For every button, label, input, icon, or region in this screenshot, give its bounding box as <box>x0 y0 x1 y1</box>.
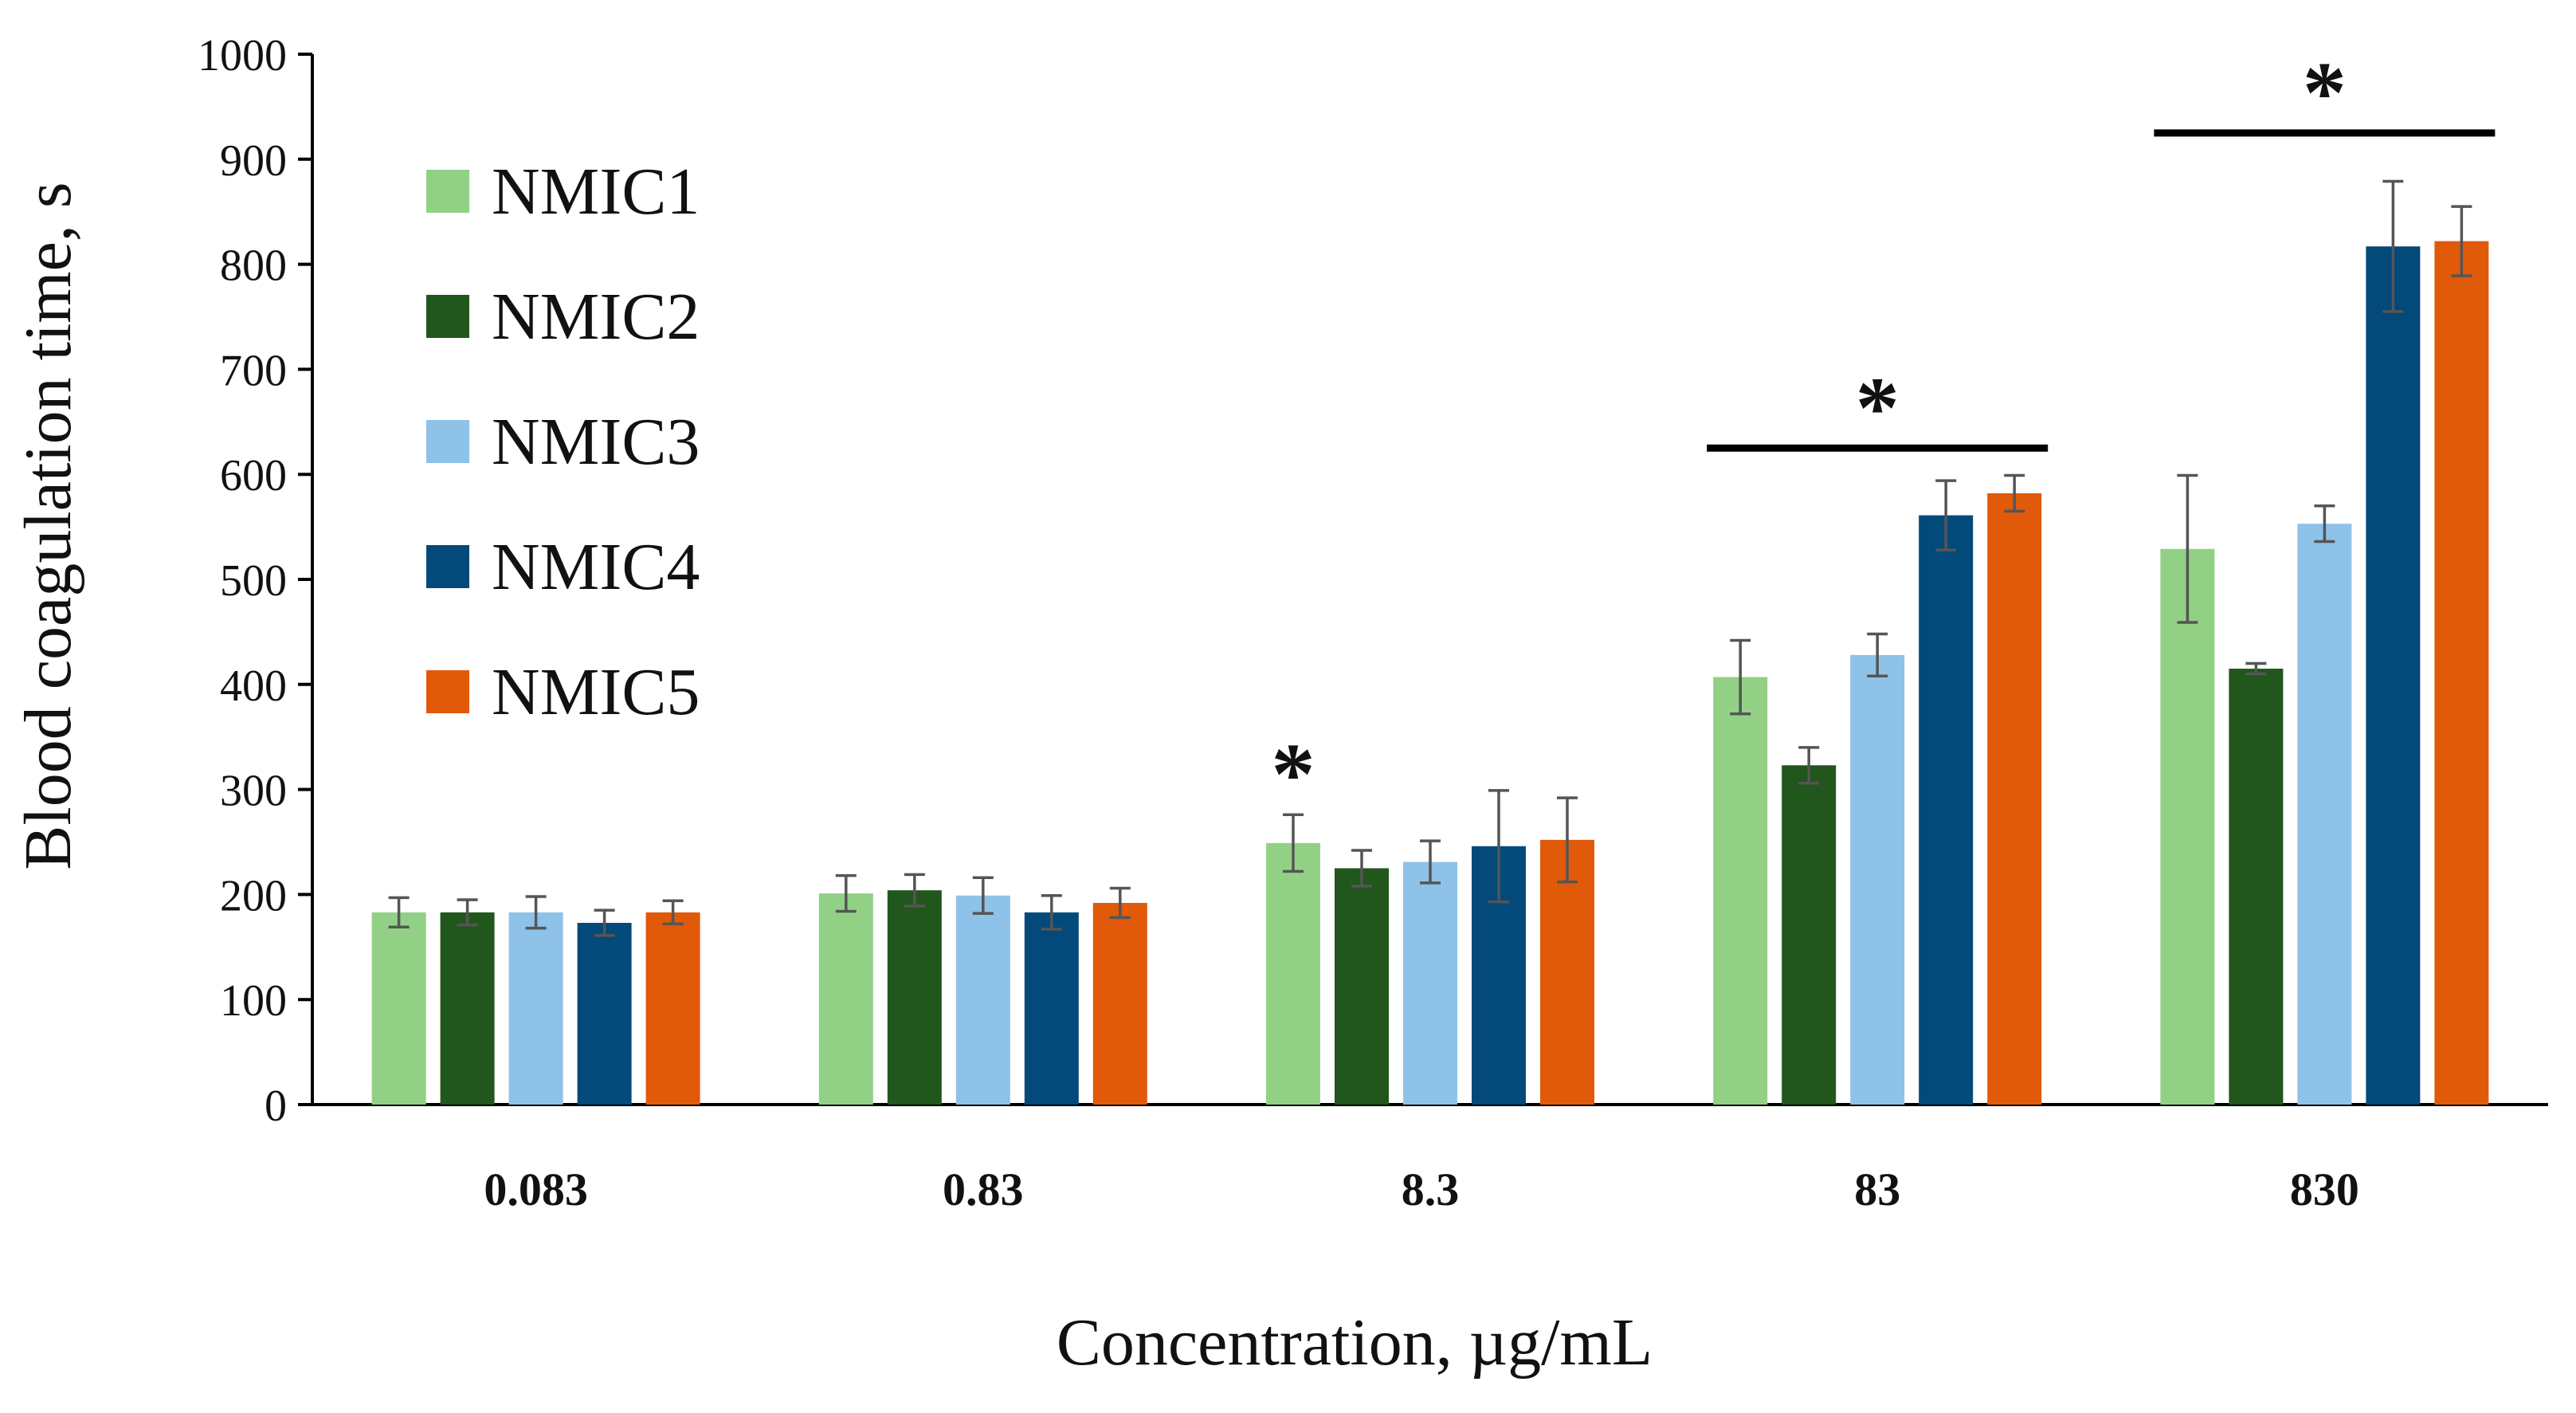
significance-star: * <box>1856 359 1900 456</box>
x-tick-label: 83 <box>1854 1164 1900 1215</box>
y-tick-label: 200 <box>220 871 287 920</box>
bar <box>1335 868 1389 1105</box>
bar <box>2366 246 2421 1105</box>
x-axis-title: Concentration, µg/mL <box>1057 1305 1653 1380</box>
bar <box>1540 839 1594 1105</box>
y-tick-label: 600 <box>220 451 287 500</box>
y-axis-title: Blood coagulation time, s <box>11 182 85 869</box>
bar <box>371 912 426 1105</box>
significance-star: * <box>2303 44 2347 141</box>
bar <box>1713 677 1768 1105</box>
legend-swatch <box>426 670 469 713</box>
bar <box>887 890 942 1105</box>
y-tick-label: 800 <box>220 241 287 291</box>
legend-swatch <box>426 295 469 338</box>
legend-item: NMIC2 <box>426 280 700 354</box>
legend-swatch <box>426 420 469 463</box>
error-bars-group <box>388 179 2472 937</box>
y-tick-label: 0 <box>265 1081 287 1131</box>
x-tick-label: 830 <box>2290 1164 2359 1215</box>
legend-swatch <box>426 170 469 213</box>
bar <box>1092 902 1147 1105</box>
bar <box>577 922 632 1105</box>
bar <box>1987 493 2042 1105</box>
bar <box>1919 515 1974 1105</box>
legend-item: NMIC3 <box>426 405 700 479</box>
y-tick-label: 700 <box>220 346 287 395</box>
significance-star: * <box>1272 725 1315 822</box>
bar <box>818 893 873 1105</box>
bar <box>1266 842 1320 1105</box>
bar <box>2160 548 2215 1105</box>
bar <box>955 895 1010 1105</box>
y-tick-label: 300 <box>220 767 287 816</box>
bar <box>2297 524 2352 1105</box>
bar <box>645 912 700 1105</box>
y-tick-label: 500 <box>220 556 287 606</box>
bar <box>440 912 495 1105</box>
annotations-group: * * * <box>1272 44 2496 822</box>
legend-item: NMIC5 <box>426 655 700 729</box>
legend-label: NMIC1 <box>492 155 700 229</box>
axes-group: 0 100 200 300 400 500 600 700 800 900 1000 0.083 0.8… <box>198 31 2548 1215</box>
legend-label: NMIC5 <box>492 655 700 729</box>
legend-label: NMIC2 <box>492 280 700 354</box>
legend: NMIC1 NMIC2 NMIC3 NMIC4 NMIC5 <box>426 155 700 729</box>
legend-label: NMIC4 <box>492 530 700 604</box>
y-tick-label: 100 <box>220 976 287 1026</box>
legend-item: NMIC4 <box>426 530 700 604</box>
bar <box>1403 862 1457 1105</box>
bar <box>2229 669 2284 1105</box>
bar <box>2434 241 2489 1105</box>
x-tick-label: 8.3 <box>1402 1164 1460 1215</box>
bar <box>1024 912 1079 1105</box>
x-tick-label: 0.083 <box>484 1164 588 1215</box>
bars-group <box>371 241 2489 1105</box>
legend-item: NMIC1 <box>426 155 700 229</box>
x-tick-label: 0.83 <box>943 1164 1024 1215</box>
legend-swatch <box>426 545 469 588</box>
bar <box>1782 765 1837 1105</box>
y-tick-label: 400 <box>220 661 287 711</box>
y-tick-label: 1000 <box>198 31 287 80</box>
bar <box>1850 654 1905 1105</box>
y-tick-label: 900 <box>220 136 287 186</box>
legend-label: NMIC3 <box>492 405 700 479</box>
bar <box>508 912 563 1105</box>
